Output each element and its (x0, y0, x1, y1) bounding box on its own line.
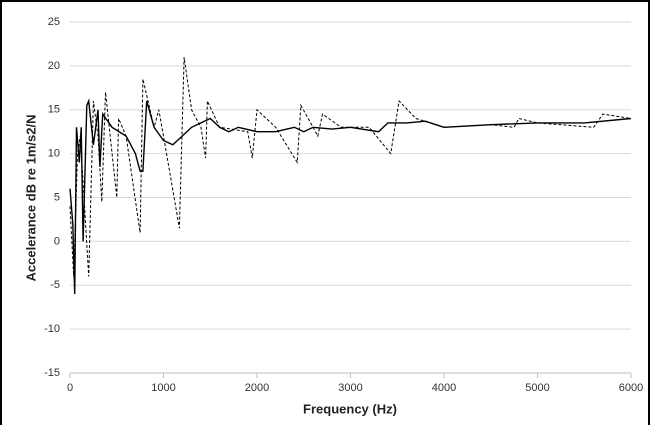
y-tick-label: 5 (54, 191, 60, 203)
x-tick-label: 2000 (245, 382, 269, 394)
y-tick-label: -10 (44, 323, 60, 335)
y-tick-label: 10 (48, 148, 60, 160)
y-axis-title: Accelerance dB re 1m/s2/N (23, 115, 38, 282)
y-tick-label: 25 (48, 16, 60, 28)
y-tick-label: 20 (48, 60, 60, 72)
y-tick-label: 0 (54, 235, 60, 247)
data-line (69, 57, 632, 277)
x-tick-label: 0 (67, 382, 73, 394)
data-line (69, 98, 632, 295)
x-axis-title: Frequency (Hz) (303, 401, 397, 416)
y-tick-label: 15 (48, 104, 60, 116)
y-tick-label: -5 (50, 279, 60, 291)
x-tick-label: 5000 (525, 382, 549, 394)
x-tick-label: 4000 (432, 382, 456, 394)
y-tick-label: -15 (44, 367, 60, 379)
x-tick-label: 6000 (619, 382, 643, 394)
x-tick-label: 1000 (151, 382, 175, 394)
x-tick-label: 3000 (338, 382, 362, 394)
